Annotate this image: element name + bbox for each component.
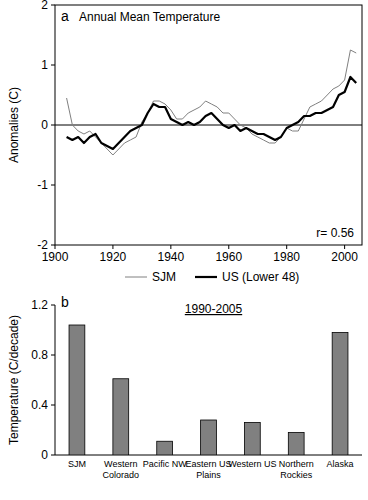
label-line: Alaska [327,459,354,469]
bar [288,433,304,456]
panel-a: -2-1012190019201940196019802000Anomalies… [7,0,362,284]
x-tick-label: Pacific NW [143,459,188,469]
x-tick-label: WesternColorado [103,459,140,480]
label-line: Plains [196,470,221,480]
bar [69,325,85,455]
x-tick-label: 1980 [273,250,300,264]
x-tick-label: 1920 [100,250,127,264]
panel-label: b [61,294,69,310]
label-line: SJM [68,459,86,469]
x-tick-label: 2000 [331,250,358,264]
x-tick-label: Alaska [327,459,354,469]
x-tick [170,245,171,249]
y-tick [51,245,55,246]
x-tick-label: 1960 [215,250,242,264]
chart-title: Annual Mean Temperature [79,10,221,24]
y-tick-label: 1 [41,58,48,72]
chart-title: 1990-2005 [185,302,243,316]
legend-label: SJM [152,270,176,284]
series-line [67,50,357,155]
y-tick [51,405,55,406]
x-tick [228,245,229,249]
x-tick [112,245,113,249]
legend: SJM US (Lower 48) [125,270,299,284]
label-line: Colorado [103,470,140,480]
y-tick [51,5,55,6]
figure: -2-1012190019201940196019802000Anomalies… [0,0,368,500]
label-line: Eastern US [185,459,231,469]
y-tick-label: 0.4 [31,398,48,412]
y-tick-label: 1.2 [31,298,48,312]
x-tick-label: NorthernRockies [279,459,314,480]
y-tick-label: -1 [37,178,48,192]
label-line: Northern [279,459,314,469]
y-tick-label: 2 [41,0,48,12]
bar [113,379,129,455]
plot-frame [55,5,362,245]
panel-label: a [61,8,69,24]
y-tick-label: 0.8 [31,348,48,362]
annotation: r= 0.56 [316,226,354,240]
y-tick [51,125,55,126]
legend-swatch [125,277,147,278]
y-tick [51,65,55,66]
y-axis [55,305,56,455]
legend-label: US (Lower 48) [222,270,299,284]
y-tick [51,355,55,356]
y-tick-label: 0 [41,448,48,462]
legend-swatch [195,276,217,278]
bar [157,441,173,455]
x-tick-label: Western US [228,459,276,469]
series-line [67,77,357,149]
lines [67,50,357,155]
label-line: Rockies [280,470,313,480]
label-line: Western US [228,459,276,469]
y-tick [51,185,55,186]
panel-b: 0 0.4 0.8 1.2 Temperature (C/decade) SJM Weste… [7,294,362,480]
x-tick-label: 1940 [157,250,184,264]
y-tick [51,455,55,456]
y-tick [51,305,55,306]
x-tick-label: Eastern USPlains [185,459,231,480]
y-axis-label: Temperature (C/decade) [7,315,21,445]
zero-line [55,125,362,126]
label-line: Pacific NW [143,459,188,469]
bars [69,325,348,455]
bar [201,420,217,455]
x-tick-label: 1900 [42,250,69,264]
x-tick [344,245,345,249]
y-tick-label: 0 [41,118,48,132]
x-tick [55,245,56,249]
x-tick [286,245,287,249]
label-line: Western [104,459,137,469]
x-tick-label: SJM [68,459,86,469]
y-axis-label: Anomalies (C) [7,87,21,163]
bar [244,423,260,456]
bar [332,333,348,456]
